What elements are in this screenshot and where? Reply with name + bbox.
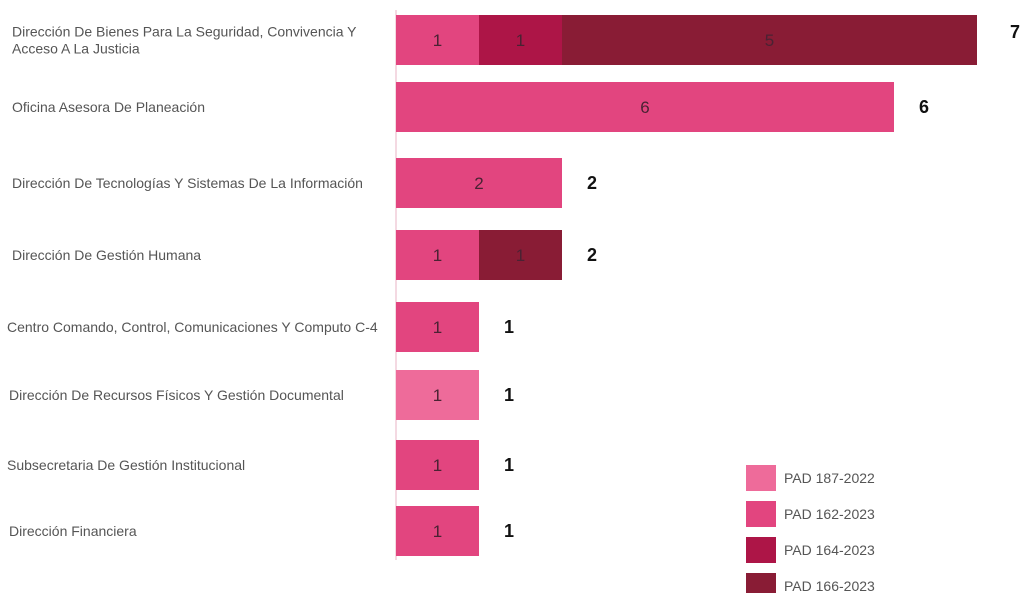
bar-segment bbox=[396, 302, 479, 352]
total-label: 1 bbox=[504, 521, 514, 541]
category-labels: Dirección De Bienes Para La Seguridad, C… bbox=[7, 24, 378, 540]
category-label: Dirección De Tecnologías Y Sistemas De L… bbox=[12, 175, 363, 191]
bar-segment bbox=[479, 15, 562, 65]
category-label: Subsecretaria De Gestión Institucional bbox=[7, 457, 245, 473]
total-label: 1 bbox=[504, 385, 514, 405]
bar-segment bbox=[479, 230, 562, 280]
category-label: Oficina Asesora De Planeación bbox=[12, 99, 205, 115]
total-label: 1 bbox=[504, 455, 514, 475]
data-label: 1 bbox=[433, 522, 442, 541]
data-label: 1 bbox=[433, 456, 442, 475]
legend-swatch bbox=[746, 573, 776, 593]
bars bbox=[396, 15, 977, 556]
legend-label: PAD 164-2023 bbox=[784, 542, 875, 558]
total-label: 1 bbox=[504, 317, 514, 337]
bar-segment bbox=[396, 158, 562, 208]
legend-label: PAD 187-2022 bbox=[784, 470, 875, 486]
bar-segment bbox=[562, 15, 977, 65]
total-label: 6 bbox=[919, 97, 929, 117]
legend-swatch bbox=[746, 465, 776, 491]
data-label: 6 bbox=[640, 98, 649, 117]
bar-segment bbox=[396, 15, 479, 65]
category-label: Dirección De Gestión Humana bbox=[12, 247, 201, 263]
category-label: Dirección Financiera bbox=[9, 523, 137, 539]
bar-segment bbox=[396, 370, 479, 420]
segment-labels: 1 1 5 6 2 1 1 1 1 1 1 bbox=[433, 31, 774, 541]
data-label: 1 bbox=[516, 246, 525, 265]
data-label: 2 bbox=[474, 174, 483, 193]
total-label: 7 bbox=[1010, 22, 1020, 42]
total-label: 2 bbox=[587, 245, 597, 265]
category-label: Dirección De Recursos Físicos Y Gestión … bbox=[9, 387, 344, 403]
legend-label: PAD 166-2023 bbox=[784, 578, 875, 593]
data-label: 1 bbox=[516, 31, 525, 50]
data-label: 1 bbox=[433, 246, 442, 265]
bar-segment bbox=[396, 440, 479, 490]
legend-swatch bbox=[746, 501, 776, 527]
data-label: 5 bbox=[765, 31, 774, 50]
data-label: 1 bbox=[433, 386, 442, 405]
total-label: 2 bbox=[587, 173, 597, 193]
legend-swatch bbox=[746, 537, 776, 563]
category-label: Dirección De Bienes Para La Seguridad, C… bbox=[12, 24, 357, 57]
total-labels: 7 6 2 2 1 1 1 1 bbox=[504, 22, 1020, 541]
category-label: Centro Comando, Control, Comunicaciones … bbox=[7, 319, 378, 335]
bar-segment bbox=[396, 230, 479, 280]
bar-segment bbox=[396, 82, 894, 132]
legend-label: PAD 162-2023 bbox=[784, 506, 875, 522]
data-label: 1 bbox=[433, 31, 442, 50]
bar-segment bbox=[396, 506, 479, 556]
legend: PAD 187-2022 PAD 162-2023 PAD 164-2023 PAD … bbox=[746, 465, 875, 593]
data-label: 1 bbox=[433, 318, 442, 337]
